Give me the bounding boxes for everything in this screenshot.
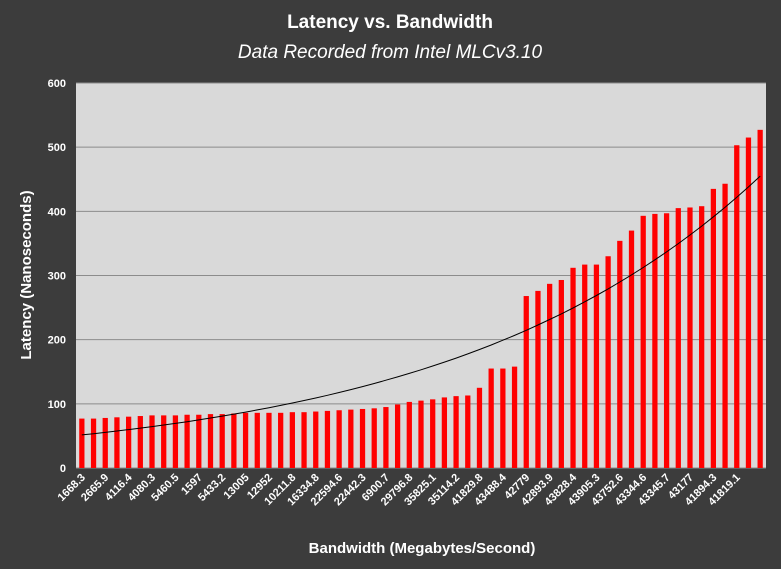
bar bbox=[172, 415, 179, 468]
bar bbox=[371, 408, 377, 468]
y-tick-label: 600 bbox=[48, 78, 66, 90]
bar bbox=[663, 213, 670, 468]
bars bbox=[79, 129, 763, 468]
bar bbox=[359, 408, 366, 468]
bar bbox=[500, 368, 506, 468]
y-tick-label: 500 bbox=[48, 142, 66, 154]
bar bbox=[441, 397, 448, 468]
trendline bbox=[81, 175, 761, 436]
bar bbox=[79, 418, 85, 468]
bar bbox=[348, 409, 354, 468]
bar bbox=[125, 416, 132, 468]
bar bbox=[289, 412, 295, 468]
bar bbox=[675, 208, 681, 468]
chart-subtitle: Data Recorded from Intel MLCv3.10 bbox=[238, 42, 543, 63]
bar bbox=[114, 417, 120, 468]
bar bbox=[652, 213, 658, 468]
bar bbox=[266, 412, 272, 468]
bar bbox=[196, 414, 202, 468]
y-tick-label: 0 bbox=[60, 463, 66, 475]
bar bbox=[757, 129, 763, 468]
bar bbox=[523, 296, 529, 468]
bar bbox=[628, 230, 635, 468]
bar bbox=[137, 416, 143, 468]
bar bbox=[324, 410, 331, 468]
bar bbox=[535, 290, 541, 468]
x-tick-labels: 1668.32665.94116.44080.35460.515975433.2… bbox=[56, 471, 743, 508]
bar bbox=[161, 415, 167, 468]
bar bbox=[207, 414, 214, 468]
y-tick-labels: 0 100 200 300 400 500 600 bbox=[48, 78, 66, 475]
bar bbox=[394, 404, 401, 468]
bar bbox=[617, 240, 623, 468]
bar bbox=[593, 264, 600, 468]
y-axis-title: Latency (Nanoseconds) bbox=[18, 190, 35, 359]
bar bbox=[102, 417, 108, 468]
bar bbox=[722, 183, 728, 468]
bar bbox=[511, 366, 518, 468]
bar bbox=[313, 411, 319, 468]
bar bbox=[278, 412, 284, 468]
bar bbox=[301, 412, 307, 468]
bar bbox=[383, 407, 389, 468]
bar bbox=[699, 206, 705, 468]
y-tick-label: 300 bbox=[48, 271, 66, 283]
bar bbox=[242, 412, 249, 468]
bar bbox=[582, 264, 588, 468]
bar bbox=[745, 137, 752, 468]
bar bbox=[476, 387, 483, 468]
bar bbox=[710, 188, 717, 468]
bar bbox=[465, 395, 471, 468]
y-tick-label: 100 bbox=[48, 399, 66, 411]
chart-title: Latency vs. Bandwidth bbox=[287, 12, 493, 33]
bar bbox=[488, 368, 494, 468]
x-tick-label: 13005 bbox=[222, 472, 252, 502]
bar bbox=[547, 283, 553, 468]
bar bbox=[149, 415, 155, 468]
bar bbox=[558, 279, 564, 468]
bar bbox=[687, 207, 693, 468]
bar bbox=[734, 145, 740, 468]
bar bbox=[453, 396, 459, 468]
bar bbox=[406, 401, 412, 468]
bar bbox=[605, 256, 611, 468]
bar bbox=[231, 413, 237, 468]
bar bbox=[640, 215, 646, 468]
bar bbox=[254, 412, 260, 468]
bar bbox=[184, 414, 190, 468]
y-tick-label: 400 bbox=[48, 206, 66, 218]
bar bbox=[219, 414, 225, 468]
bar bbox=[418, 400, 424, 468]
bar bbox=[90, 418, 97, 468]
x-axis-title: Bandwidth (Megabytes/Second) bbox=[309, 540, 536, 557]
bar bbox=[430, 399, 436, 468]
bar bbox=[570, 267, 576, 468]
y-tick-label: 200 bbox=[48, 335, 66, 347]
bar bbox=[336, 410, 342, 468]
